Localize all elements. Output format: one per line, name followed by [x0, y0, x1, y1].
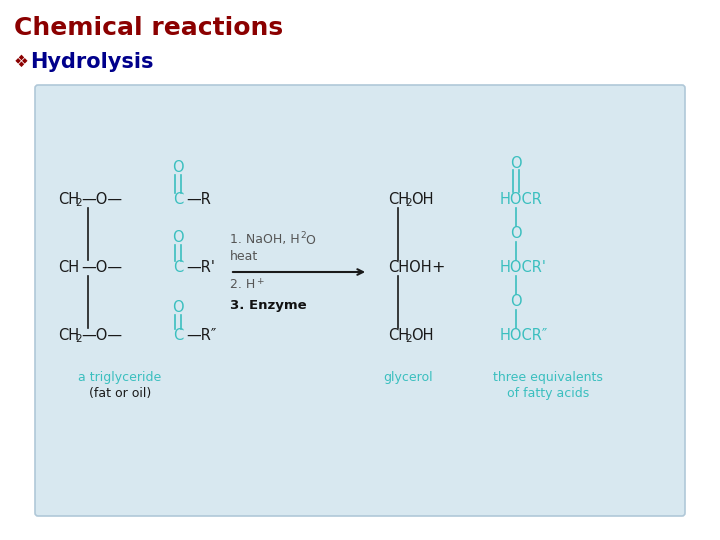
Text: O: O [305, 233, 315, 246]
Text: 2. H: 2. H [230, 278, 256, 291]
Text: O: O [510, 226, 522, 241]
Text: +: + [256, 276, 264, 286]
Text: OH: OH [411, 192, 433, 207]
Text: (fat or oil): (fat or oil) [89, 388, 151, 401]
Text: CH: CH [58, 260, 79, 275]
Text: Chemical reactions: Chemical reactions [14, 16, 283, 40]
Text: HOCR: HOCR [500, 192, 543, 207]
Text: O: O [510, 156, 522, 171]
Text: 2: 2 [300, 231, 305, 240]
Text: HOCR″: HOCR″ [500, 328, 549, 343]
Text: —R': —R' [186, 260, 215, 275]
Text: a triglyceride: a triglyceride [78, 372, 161, 384]
Text: Hydrolysis: Hydrolysis [30, 52, 153, 72]
Text: C: C [173, 192, 183, 207]
FancyBboxPatch shape [35, 85, 685, 516]
Text: CH: CH [388, 192, 409, 207]
Text: OH: OH [411, 328, 433, 343]
Text: three equivalents: three equivalents [493, 372, 603, 384]
Text: HOCR': HOCR' [500, 260, 547, 275]
Text: C: C [173, 328, 183, 343]
Text: 2: 2 [405, 198, 412, 208]
Text: 2: 2 [75, 334, 81, 344]
Text: —O—: —O— [81, 192, 122, 207]
Text: CHOH: CHOH [388, 260, 431, 275]
Text: 2: 2 [405, 334, 412, 344]
Text: —O—: —O— [81, 328, 122, 343]
Text: +: + [431, 260, 444, 275]
Text: O: O [510, 294, 522, 309]
Text: C: C [173, 260, 183, 275]
Text: 3. Enzyme: 3. Enzyme [230, 300, 307, 313]
Text: CH: CH [58, 328, 79, 343]
Text: CH: CH [388, 328, 409, 343]
Text: CH: CH [58, 192, 79, 207]
Text: of fatty acids: of fatty acids [507, 388, 589, 401]
Text: 1. NaOH, H: 1. NaOH, H [230, 233, 300, 246]
Text: O: O [172, 300, 184, 315]
Text: O: O [172, 231, 184, 246]
Text: ❖: ❖ [14, 53, 29, 71]
Text: glycerol: glycerol [383, 372, 433, 384]
Text: 2: 2 [75, 198, 81, 208]
Text: —O—: —O— [81, 260, 122, 275]
Text: O: O [172, 160, 184, 176]
Text: heat: heat [230, 249, 258, 262]
Text: —R: —R [186, 192, 211, 207]
Text: —R″: —R″ [186, 328, 217, 343]
